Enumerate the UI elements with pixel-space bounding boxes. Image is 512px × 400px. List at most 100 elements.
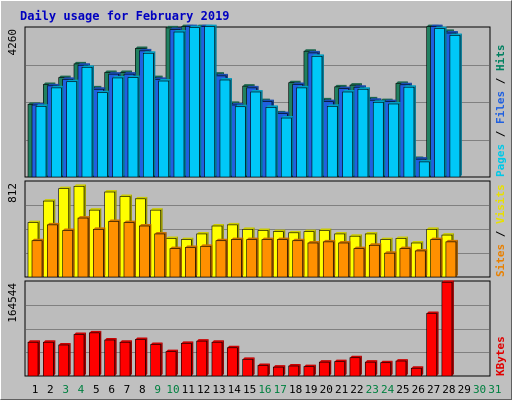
bar-top: [319, 360, 332, 363]
bar-top: [353, 85, 366, 88]
bar-top: [143, 51, 156, 54]
y-axis-legend: KBytes: [494, 336, 507, 376]
bar-top: [399, 82, 412, 85]
bar-side: [383, 100, 386, 177]
bar-sites-day-5: [93, 229, 104, 278]
bar-side: [229, 78, 232, 177]
bar-top: [135, 337, 148, 340]
bar-sites-day-14: [230, 239, 242, 278]
day-label-10: 10: [166, 383, 179, 396]
bar-sites-day-4: [77, 217, 89, 278]
bar-kbytes-day-4: [73, 334, 85, 377]
bar-top: [338, 241, 351, 244]
bar-kbytes-day-12: [196, 340, 207, 377]
plot-area: [24, 280, 491, 377]
bar-side: [114, 338, 117, 376]
bar-top: [89, 208, 102, 211]
bar-top: [104, 338, 117, 341]
day-label-11: 11: [182, 383, 195, 396]
bar-side: [451, 280, 454, 376]
bar-kbytes-day-16: [257, 365, 269, 377]
bar-top: [357, 87, 370, 90]
day-label-6: 6: [108, 383, 115, 396]
bar-top: [47, 222, 60, 225]
bar-pages-day-16: [265, 107, 277, 178]
bar-top: [185, 245, 198, 248]
bar-side: [298, 364, 301, 376]
bar-pages-day-9: [158, 80, 169, 178]
bar-side: [237, 345, 240, 376]
bar-top: [165, 349, 178, 352]
bar-top: [319, 228, 332, 231]
bar-side: [394, 251, 397, 277]
bar-top: [89, 330, 102, 333]
bar-top: [231, 237, 244, 240]
bar-top: [426, 311, 439, 314]
bar-side: [221, 340, 224, 376]
bar-top: [399, 246, 412, 249]
bar-top: [58, 343, 71, 346]
bar-kbytes-day-19: [303, 366, 315, 377]
bar-top: [51, 85, 64, 88]
bar-top: [307, 241, 320, 244]
bar-side: [275, 105, 278, 177]
day-label-9: 9: [154, 383, 161, 396]
bar-top: [415, 157, 428, 160]
bar-top: [334, 359, 347, 362]
bar-side: [191, 341, 194, 376]
bar-pages-day-13: [219, 79, 231, 178]
bar-pages-day-23: [372, 101, 384, 178]
bar-sites-day-1: [31, 240, 43, 278]
bar-kbytes-day-15: [242, 359, 253, 377]
bar-top: [165, 236, 178, 239]
bar-side: [348, 241, 351, 277]
bar-side: [68, 343, 71, 376]
bar-kbytes-day-17: [272, 366, 284, 377]
bar-top: [323, 239, 336, 242]
bar-sites-day-23: [368, 244, 380, 278]
bar-top: [119, 340, 132, 343]
bar-top: [349, 355, 362, 358]
bar-side: [168, 79, 171, 177]
bar-top: [395, 359, 408, 362]
bar-top: [219, 78, 232, 81]
bar-side: [206, 339, 209, 376]
bar-sites-day-7: [123, 222, 135, 278]
bar-top: [373, 100, 386, 103]
bar-side: [87, 216, 90, 277]
day-label-21: 21: [335, 383, 348, 396]
bar-top: [411, 366, 424, 369]
bar-pages-day-17: [280, 117, 292, 178]
bar-top: [288, 230, 301, 233]
bar-top: [227, 345, 240, 348]
bar-top: [154, 231, 167, 234]
bar-side: [379, 243, 382, 277]
legend-separator: /: [494, 124, 507, 144]
bar-side: [260, 90, 263, 177]
day-label-22: 22: [350, 383, 363, 396]
bar-sites-day-2: [47, 224, 58, 278]
bar-side: [61, 85, 64, 177]
bar-top: [303, 364, 316, 367]
day-label-15: 15: [243, 383, 256, 396]
bar-top: [43, 199, 56, 202]
bar-side: [363, 246, 366, 277]
day-label-19: 19: [304, 383, 317, 396]
bar-kbytes-day-6: [104, 339, 115, 377]
bar-sites-day-11: [185, 247, 196, 278]
bar-top: [273, 365, 286, 368]
bar-top: [257, 228, 270, 231]
bar-pages-day-1: [35, 106, 47, 178]
day-label-31: 31: [488, 383, 501, 396]
bar-kbytes-day-13: [211, 341, 223, 377]
bar-side: [241, 237, 244, 277]
bar-side: [57, 222, 60, 277]
bar-kbytes-day-3: [58, 344, 69, 377]
bar-top: [77, 63, 90, 66]
bar-side: [459, 33, 462, 177]
bar-side: [440, 237, 443, 277]
bar-top: [296, 85, 309, 88]
day-label-18: 18: [289, 383, 302, 396]
bar-sites-day-27: [430, 239, 441, 278]
bar-top: [73, 184, 86, 187]
